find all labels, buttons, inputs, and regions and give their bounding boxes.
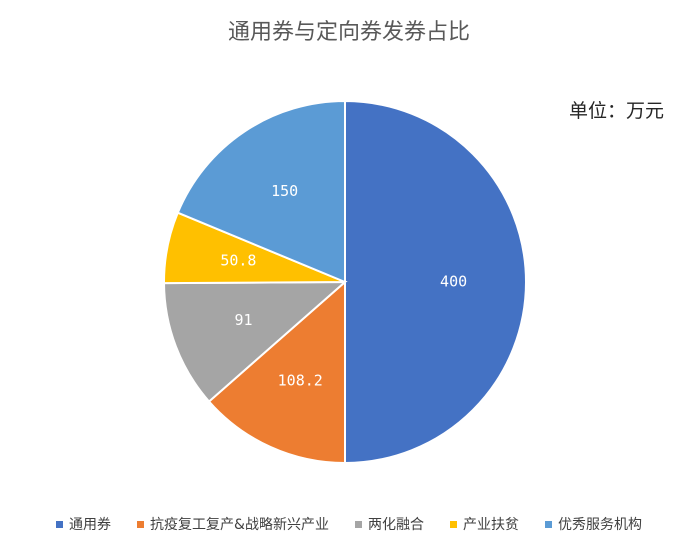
data-label-3: 91 bbox=[234, 311, 252, 329]
legend-item-1: 通用券 bbox=[56, 514, 111, 534]
legend-swatch-4 bbox=[449, 520, 457, 528]
legend-item-4: 产业扶贫 bbox=[449, 514, 519, 534]
legend-item-5: 优秀服务机构 bbox=[544, 514, 642, 534]
pie-slice-3 bbox=[162, 280, 348, 403]
data-label-4: 50.8 bbox=[220, 252, 256, 270]
legend: 通用券 抗疫复工复产&战略新兴产业 两化融合 产业扶贫 优秀服务机构 bbox=[0, 514, 698, 534]
legend-label-4: 产业扶贫 bbox=[462, 517, 519, 533]
chart-title: 通用券与定向券发券占比 bbox=[227, 20, 470, 45]
data-label-2: 108.2 bbox=[278, 371, 323, 389]
legend-label-5: 优秀服务机构 bbox=[557, 517, 642, 533]
legend-item-3: 两化融合 bbox=[354, 514, 424, 534]
legend-label-1: 通用券 bbox=[69, 517, 112, 533]
pie-slice-1 bbox=[344, 99, 527, 465]
legend-swatch-2 bbox=[137, 520, 145, 528]
legend-item-2: 抗疫复工复产&战略新兴产业 bbox=[137, 514, 329, 534]
pie-slice-2 bbox=[207, 279, 346, 465]
unit-label: 单位：万元 bbox=[568, 100, 664, 122]
legend-label-3: 两化融合 bbox=[367, 517, 424, 533]
legend-label-2: 抗疫复工复产&战略新兴产业 bbox=[150, 517, 329, 533]
data-label-1: 400 bbox=[440, 273, 467, 291]
data-label-5: 150 bbox=[271, 182, 298, 200]
legend-swatch-1 bbox=[56, 520, 64, 528]
legend-swatch-5 bbox=[544, 520, 552, 528]
pie-slice-5 bbox=[176, 99, 346, 284]
legend-swatch-3 bbox=[354, 520, 362, 528]
